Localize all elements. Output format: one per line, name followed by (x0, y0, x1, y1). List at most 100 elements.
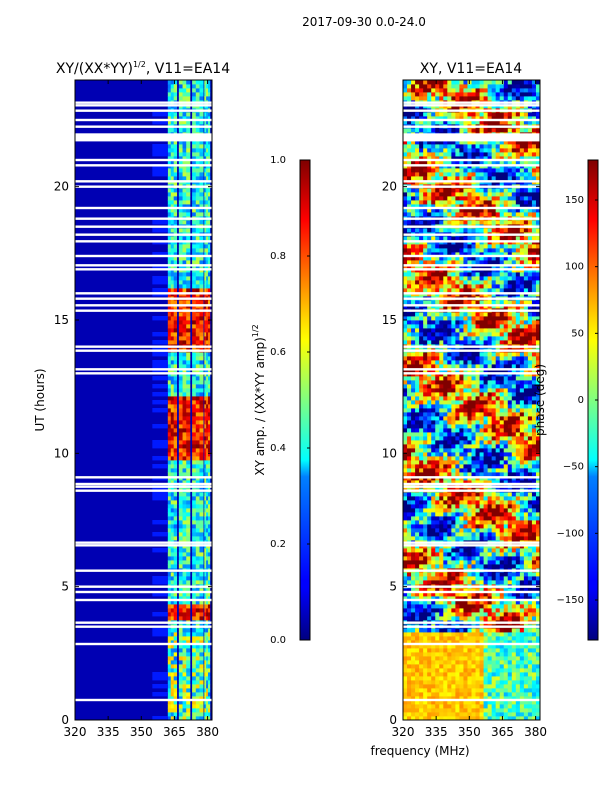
phase-cell (431, 420, 436, 425)
phase-cell (403, 628, 408, 633)
phase-cell (451, 388, 456, 393)
amplitude-cell (192, 148, 197, 153)
phase-cell (531, 472, 537, 477)
phase-cell (439, 380, 444, 385)
phase-cell (515, 560, 521, 565)
amplitude-cell (167, 600, 172, 605)
phase-cell (423, 588, 428, 593)
amplitude-cell (170, 160, 175, 165)
amplitude-cell (167, 324, 172, 329)
amplitude-cell (207, 148, 211, 153)
amplitude-cell (182, 196, 187, 201)
phase-cell (527, 524, 533, 529)
phase-cell (483, 468, 489, 473)
amplitude-cell (186, 244, 191, 249)
amplitude-flagged-row (75, 133, 212, 142)
phase-cell (407, 416, 412, 421)
phase-cell (411, 696, 416, 701)
amplitude-cell (195, 320, 200, 325)
phase-cell (407, 436, 412, 441)
amplitude-cell (178, 656, 183, 661)
phase-cell (499, 608, 505, 613)
phase-cell (535, 456, 540, 461)
phase-cell (527, 508, 533, 513)
phase-cell (515, 564, 521, 569)
phase-cell (451, 524, 456, 529)
amplitude-cell (204, 112, 207, 117)
phase-cell (499, 516, 505, 521)
phase-cell (455, 712, 460, 717)
amplitude-cell (192, 88, 197, 93)
amplitude-cell (178, 440, 183, 445)
amplitude-cell (186, 356, 191, 361)
phase-cell (471, 704, 476, 709)
amplitude-cell (192, 208, 197, 213)
phase-cell (515, 444, 521, 449)
amplitude-cell (195, 248, 200, 253)
phase-cell (519, 640, 525, 645)
phase-cell (403, 592, 408, 597)
amplitude-cell (199, 112, 204, 117)
phase-cell (483, 380, 489, 385)
amplitude-cell (186, 672, 191, 677)
amplitude-cell (192, 256, 197, 261)
amplitude-cell (195, 200, 200, 205)
amplitude-cell (206, 532, 209, 537)
amplitude-cell (170, 152, 175, 157)
amplitude-cell (173, 560, 178, 565)
amplitude-cell (178, 552, 183, 557)
phase-cell (439, 508, 444, 513)
phase-cell (411, 604, 416, 609)
phase-cell (511, 672, 517, 677)
amplitude-cell (170, 468, 175, 473)
phase-cell (479, 692, 484, 697)
amplitude-cell (206, 708, 209, 713)
amplitude-cell (204, 228, 207, 233)
phase-cell (455, 532, 460, 537)
phase-cell (487, 424, 493, 429)
phase-cell (487, 552, 493, 557)
phase-cell (527, 424, 533, 429)
phase-cell (419, 648, 424, 653)
phase-cell (447, 508, 452, 513)
amplitude-cell (170, 336, 175, 341)
phase-cell (463, 616, 468, 621)
phase-cell (447, 524, 452, 529)
phase-cell (515, 548, 521, 553)
phase-cell (419, 444, 424, 449)
amplitude-cell (170, 356, 175, 361)
phase-cell (407, 596, 412, 601)
phase-cell (475, 504, 480, 509)
phase-cell (475, 408, 480, 413)
phase-cell (435, 680, 440, 685)
amplitude-cell (195, 140, 200, 145)
amplitude-flagged-row (75, 297, 212, 300)
phase-cell (507, 536, 513, 541)
amplitude-cell (192, 444, 197, 449)
amplitude-cell (206, 528, 209, 533)
amplitude-cell (186, 532, 191, 537)
phase-cell (419, 600, 424, 605)
amplitude-cell (170, 260, 175, 265)
phase-cell (467, 448, 472, 453)
amplitude-cell (192, 204, 197, 209)
amplitude-cell (167, 652, 172, 657)
amplitude-cell (170, 664, 175, 669)
amplitude-cell (186, 228, 191, 233)
phase-cell (515, 496, 521, 501)
phase-cell (535, 376, 540, 381)
phase-cell (491, 580, 497, 585)
amplitude-cell (167, 360, 172, 365)
phase-cell (479, 408, 484, 413)
phase-cell (403, 412, 408, 417)
amplitude-cell (192, 172, 197, 177)
amplitude-cell (178, 448, 183, 453)
phase-cell (467, 664, 472, 669)
amplitude-cell (204, 196, 207, 201)
amplitude-cell (206, 328, 209, 333)
amplitude-cell (186, 312, 191, 317)
amplitude-cell (206, 548, 209, 553)
amplitude-cell (170, 388, 175, 393)
amplitude-cell (195, 600, 200, 605)
phase-cell (503, 444, 509, 449)
